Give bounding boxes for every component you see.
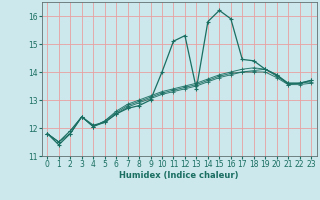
X-axis label: Humidex (Indice chaleur): Humidex (Indice chaleur) bbox=[119, 171, 239, 180]
